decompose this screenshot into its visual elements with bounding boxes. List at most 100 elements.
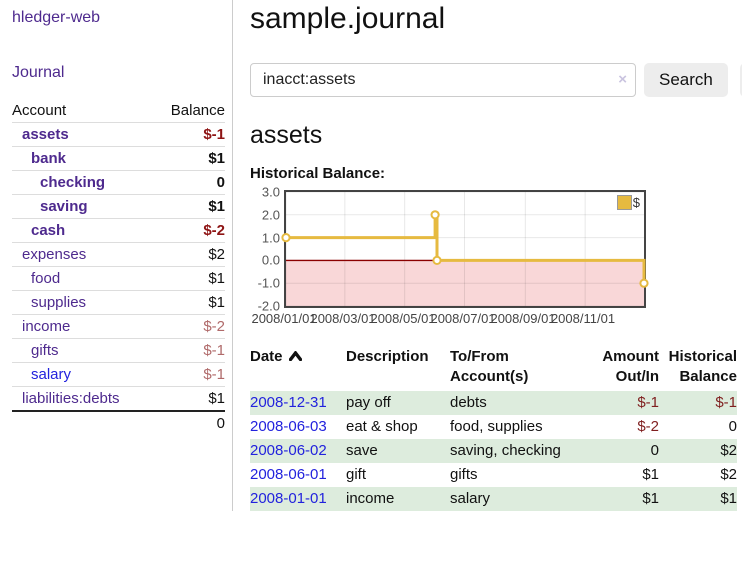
y-tick-label: 3.0	[261, 184, 280, 200]
account-balance: $-1	[153, 338, 225, 363]
accounts-total-balance: 0	[153, 410, 225, 435]
account-balance: $-2	[153, 314, 225, 339]
transaction-description: eat & shop	[346, 418, 418, 435]
transaction-description: pay off	[346, 394, 391, 411]
y-tick-label: 2.0	[261, 207, 280, 223]
transaction-accounts: debts	[450, 394, 487, 411]
x-tick-label: 2008/07/01	[430, 311, 496, 326]
search-button[interactable]: Search	[644, 63, 728, 97]
chart-y-axis-labels: 3.0 2.0 1.0 0.0 -1.0 -2.0	[250, 185, 282, 314]
clear-search-icon[interactable]: ×	[618, 71, 627, 88]
account-row: bank $1	[12, 146, 225, 171]
chart-legend: $	[616, 195, 640, 210]
account-balance: $1	[153, 386, 225, 411]
account-balance: 0	[153, 170, 225, 195]
transaction-date-link[interactable]: 2008-06-01	[250, 466, 327, 483]
account-link[interactable]: bank	[31, 150, 67, 167]
x-tick-label: 2008/11/01	[550, 311, 616, 326]
historical-balance-chart: 3.0 2.0 1.0 0.0 -1.0 -2.0 $ 2008/01/01 2008/03…	[250, 185, 742, 328]
register-row: 2008-06-02 save saving, checking 0 $2	[250, 439, 737, 463]
account-link[interactable]: income	[22, 318, 71, 335]
account-balance: $2	[153, 242, 225, 267]
accounts-header-balance: Balance	[170, 102, 225, 119]
x-tick-label: 2008/03/01	[310, 311, 376, 326]
account-link[interactable]: salary	[31, 366, 72, 383]
account-row: salary $-1	[12, 362, 225, 387]
account-link[interactable]: gifts	[31, 342, 59, 359]
search-input[interactable]	[250, 63, 636, 97]
legend-label: $	[632, 195, 640, 210]
register-row: 2008-01-01 income salary $1 $1	[250, 487, 737, 511]
chart-x-axis-labels: 2008/01/01 2008/03/01 2008/05/01 2008/07/01…	[251, 311, 742, 328]
transaction-date-link[interactable]: 2008-06-02	[250, 442, 327, 459]
account-balance: $-2	[153, 218, 225, 243]
transaction-accounts: saving, checking	[450, 442, 561, 459]
transaction-description: gift	[346, 466, 367, 483]
y-tick-label: 0.0	[261, 252, 280, 268]
transaction-description: save	[346, 442, 378, 459]
account-balance: $-1	[153, 122, 225, 147]
account-link[interactable]: cash	[31, 222, 66, 239]
register-header-row: Date Description To/From Account(s) Amount Ou…	[250, 345, 737, 391]
transaction-amount: 0	[650, 442, 659, 459]
help-button[interactable]: ?	[739, 63, 742, 97]
app-layout: hledger-web Journal Account Balance asse…	[12, 0, 742, 511]
legend-swatch	[616, 195, 632, 210]
x-tick-label: 2008/01/01	[251, 311, 317, 326]
y-tick-label: -1.0	[257, 275, 280, 291]
account-row: checking 0	[12, 170, 225, 195]
register-header-tofrom-accounts: To/From Account(s)	[450, 348, 529, 385]
register-header-date[interactable]: Date	[250, 345, 346, 391]
transaction-amount: $1	[642, 490, 659, 507]
transaction-date-link[interactable]: 2008-06-03	[250, 418, 327, 435]
transaction-amount: $1	[642, 466, 659, 483]
chart-title: Historical Balance:	[250, 165, 386, 182]
account-balance: $1	[153, 146, 225, 171]
account-link[interactable]: saving	[40, 198, 88, 215]
account-balance: $-1	[153, 362, 225, 387]
register-header-historical-balance: Historical Balance	[668, 348, 737, 385]
search-form: × Search ?	[250, 63, 742, 97]
main-content: sample.journal × Search ? assets Histori…	[233, 0, 742, 511]
y-tick-label: 1.0	[261, 230, 280, 246]
account-row: saving $1	[12, 194, 225, 219]
transaction-balance: $2	[720, 466, 737, 483]
sidebar-item-journal[interactable]: Journal	[12, 64, 65, 81]
account-row: liabilities:debts $1	[12, 386, 225, 411]
sort-ascending-icon	[288, 347, 302, 367]
account-row: supplies $1	[12, 290, 225, 315]
accounts-header-account: Account	[12, 102, 67, 119]
account-row: income $-2	[12, 314, 225, 339]
chart-plot-area[interactable]: $	[281, 190, 649, 308]
x-tick-label: 2008/09/01	[490, 311, 556, 326]
transaction-amount: $-1	[637, 394, 659, 411]
register-header-description: Description	[346, 348, 429, 365]
accounts-total-row: 0	[12, 410, 225, 435]
accounts-header-row: Account Balance	[12, 99, 225, 123]
register-table: Date Description To/From Account(s) Amount Ou…	[250, 345, 737, 511]
account-link[interactable]: checking	[40, 174, 106, 191]
transaction-balance: $-1	[715, 394, 737, 411]
transaction-accounts: salary	[450, 490, 491, 507]
transaction-accounts: gifts	[450, 466, 478, 483]
page-title: sample.journal	[250, 2, 446, 35]
total-spacer	[12, 410, 154, 435]
account-link[interactable]: food	[31, 270, 61, 287]
transaction-amount: $-2	[637, 418, 659, 435]
account-link[interactable]: assets	[22, 126, 69, 143]
account-heading: assets	[250, 121, 323, 149]
account-link[interactable]: supplies	[31, 294, 87, 311]
brand-link[interactable]: hledger-web	[12, 9, 101, 26]
transaction-date-link[interactable]: 2008-01-01	[250, 490, 327, 507]
transaction-balance: $2	[720, 442, 737, 459]
register-row: 2008-06-01 gift gifts $1 $2	[250, 463, 737, 487]
account-row: gifts $-1	[12, 338, 225, 363]
transaction-balance: 0	[728, 418, 737, 435]
account-link[interactable]: liabilities:debts	[22, 390, 120, 407]
account-balance: $1	[153, 194, 225, 219]
account-link[interactable]: expenses	[22, 246, 87, 263]
account-row: expenses $2	[12, 242, 225, 267]
account-row: food $1	[12, 266, 225, 291]
account-row: cash $-2	[12, 218, 225, 243]
transaction-date-link[interactable]: 2008-12-31	[250, 394, 327, 411]
